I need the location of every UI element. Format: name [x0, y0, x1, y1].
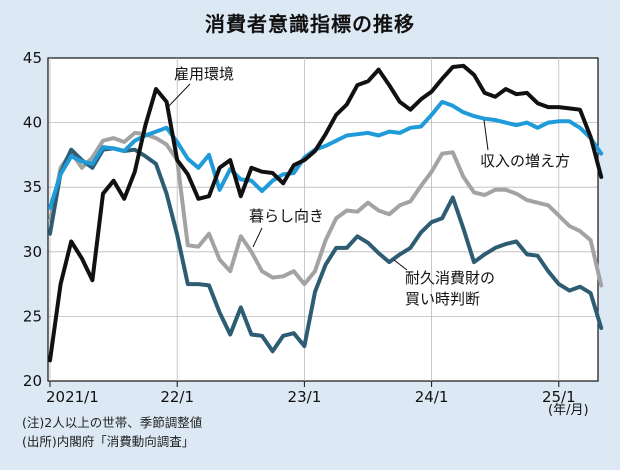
series-lines: [48, 63, 604, 363]
leader-income: [483, 119, 489, 151]
series-line-0: [48, 63, 604, 363]
y-tick-label-30: 30: [23, 243, 42, 261]
x-tick-label-1: 22/1: [160, 388, 194, 406]
series-label-durables-1: 耐久消費財の: [405, 269, 495, 287]
plot-area: [48, 58, 598, 381]
x-tick-label-0: 2021/1: [46, 388, 99, 406]
leader-employment: [166, 83, 191, 109]
x-unit-label: (年/月): [548, 403, 589, 418]
x-tick-label-4: 25/1: [542, 388, 576, 406]
x-tick-label-2: 23/1: [288, 388, 322, 406]
leader-living: [252, 227, 263, 248]
x-tick-label-3: 24/1: [415, 388, 449, 406]
plot-border: [47, 57, 599, 382]
chart-title: 消費者意識指標の推移: [205, 12, 415, 36]
y-tick-label-20: 20: [23, 372, 42, 390]
note-definition: (注)2人以上の世帯、季節調整値: [22, 415, 203, 430]
leader-durables: [393, 259, 408, 271]
y-axis: 20 25 30 35 40 45: [23, 49, 42, 390]
series-label-income: 収入の増え方: [480, 152, 570, 170]
y-tick-label-35: 35: [23, 178, 42, 196]
y-tick-label-45: 45: [23, 49, 42, 67]
series-label-durables-2: 買い時判断: [405, 290, 480, 308]
y-tick-label-40: 40: [23, 114, 42, 132]
series-label-employment: 雇用環境: [174, 65, 234, 83]
x-axis: 2021/1 22/1 23/1 24/1 25/1: [46, 381, 576, 406]
note-source: (出所)内閣府「消費動向調査」: [22, 434, 195, 449]
series-label-living: 暮らし向き: [249, 207, 324, 225]
series-line-3: [48, 146, 604, 354]
y-tick-label-25: 25: [23, 307, 42, 325]
